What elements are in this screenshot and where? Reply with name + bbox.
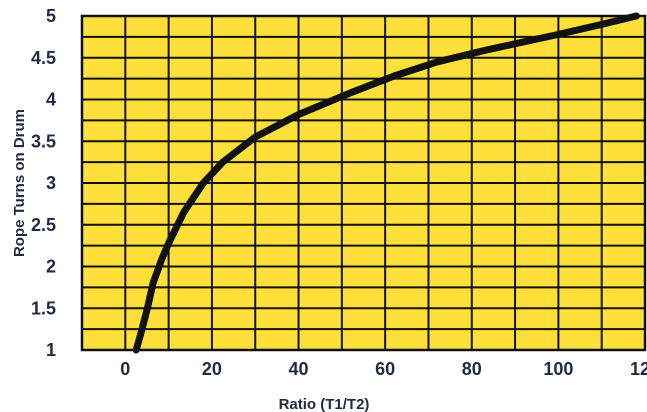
x-tick-label: 60 — [375, 359, 395, 379]
y-tick-label: 4.5 — [31, 48, 56, 68]
y-tick-label: 3.5 — [31, 131, 56, 151]
x-axis-ticks: 0 20 40 60 80 100 120 — [120, 359, 647, 379]
x-tick-label: 80 — [462, 359, 482, 379]
y-tick-label: 2.5 — [31, 215, 56, 235]
x-axis-label: Ratio (T1/T2) — [279, 396, 370, 412]
y-axis-label: Rope Turns on Drum — [11, 109, 28, 257]
x-tick-label: 100 — [543, 359, 573, 379]
x-tick-label: 0 — [120, 359, 130, 379]
x-tick-label: 120 — [630, 359, 647, 379]
y-tick-label: 2 — [46, 257, 56, 277]
y-axis-ticks: 1 1.5 2 2.5 3 3.5 4 4.5 5 — [31, 6, 56, 360]
x-tick-label: 40 — [289, 359, 309, 379]
y-tick-label: 4 — [46, 90, 56, 110]
plot-frame — [80, 14, 647, 352]
series-line-rope-turns — [132, 12, 640, 354]
y-tick-label: 5 — [46, 6, 56, 26]
y-tick-label: 1.5 — [31, 298, 56, 318]
x-tick-label: 20 — [202, 359, 222, 379]
grid-lines — [82, 16, 645, 350]
y-tick-label: 1 — [46, 340, 56, 360]
y-tick-label: 3 — [46, 173, 56, 193]
